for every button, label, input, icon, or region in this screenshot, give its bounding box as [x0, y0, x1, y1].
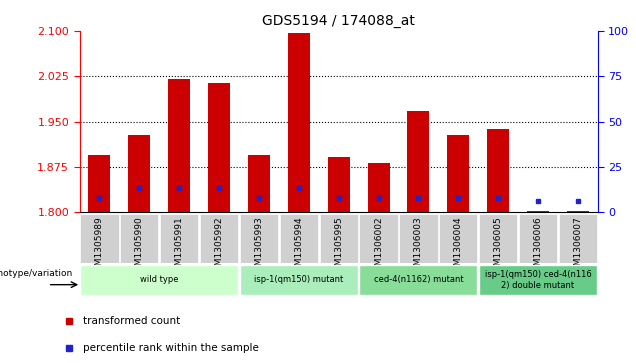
Bar [359, 265, 478, 294]
Text: GSM1306004: GSM1306004 [454, 216, 463, 277]
Bar [208, 83, 230, 212]
Bar [128, 135, 150, 212]
Bar [240, 265, 358, 294]
Text: GSM1306005: GSM1306005 [494, 216, 502, 277]
Bar [439, 214, 478, 263]
Text: GSM1305990: GSM1305990 [135, 216, 144, 277]
Bar [559, 214, 597, 263]
Bar [368, 163, 389, 212]
Bar [240, 214, 278, 263]
Text: GSM1306007: GSM1306007 [574, 216, 583, 277]
Bar [399, 214, 438, 263]
Text: GSM1305991: GSM1305991 [175, 216, 184, 277]
Bar [328, 157, 350, 212]
Bar [200, 214, 238, 263]
Bar [80, 214, 118, 263]
Text: GSM1305994: GSM1305994 [294, 216, 303, 277]
Text: GSM1305993: GSM1305993 [254, 216, 263, 277]
Bar [168, 79, 190, 212]
Text: GSM1306006: GSM1306006 [534, 216, 543, 277]
Text: GSM1305992: GSM1305992 [214, 216, 223, 277]
Bar [487, 129, 509, 212]
Bar [527, 211, 549, 212]
Bar [120, 214, 158, 263]
Bar [88, 155, 111, 212]
Bar [248, 155, 270, 212]
Text: genotype/variation: genotype/variation [0, 269, 73, 278]
Bar [408, 111, 429, 212]
Text: percentile rank within the sample: percentile rank within the sample [83, 343, 259, 353]
Bar [319, 214, 358, 263]
Bar [359, 214, 398, 263]
Bar [288, 33, 310, 212]
Text: isp-1(qm150) ced-4(n116
2) double mutant: isp-1(qm150) ced-4(n116 2) double mutant [485, 270, 591, 290]
Bar [567, 211, 589, 212]
Bar [80, 265, 238, 294]
Text: ced-4(n1162) mutant: ced-4(n1162) mutant [373, 276, 463, 284]
Bar [479, 214, 517, 263]
Text: isp-1(qm150) mutant: isp-1(qm150) mutant [254, 276, 343, 284]
Text: GSM1305989: GSM1305989 [95, 216, 104, 277]
Bar [447, 135, 469, 212]
Text: wild type: wild type [140, 276, 179, 284]
Text: transformed count: transformed count [83, 316, 181, 326]
Bar [160, 214, 198, 263]
Bar [479, 265, 597, 294]
Text: GSM1305995: GSM1305995 [334, 216, 343, 277]
Bar [280, 214, 318, 263]
Bar [519, 214, 557, 263]
Title: GDS5194 / 174088_at: GDS5194 / 174088_at [262, 15, 415, 28]
Text: GSM1306002: GSM1306002 [374, 216, 383, 277]
Text: GSM1306003: GSM1306003 [414, 216, 423, 277]
